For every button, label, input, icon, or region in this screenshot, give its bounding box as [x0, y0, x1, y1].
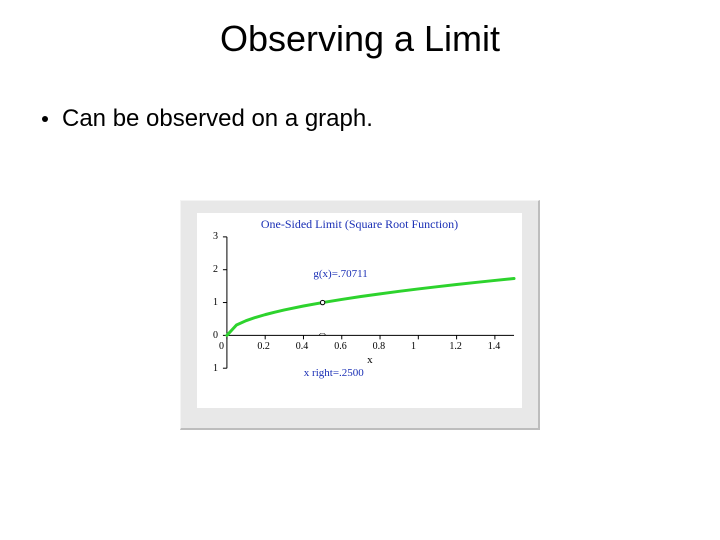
bullet-item: Can be observed on a graph.	[42, 105, 373, 133]
x-axis-label: x	[367, 354, 373, 366]
x-tick-label: 0	[219, 341, 224, 352]
y-tick-label: 1	[213, 363, 218, 374]
page-title: Observing a Limit	[0, 18, 720, 60]
y-tick-label: 1	[213, 297, 218, 308]
x-tick-label: 1.4	[488, 341, 501, 352]
limit-marker-icon: ⇔	[317, 328, 328, 340]
bullet-dot-icon	[42, 116, 48, 122]
x-tick-label: 1	[411, 341, 416, 352]
y-tick-label: 3	[213, 231, 218, 242]
y-tick-label: 2	[213, 264, 218, 275]
x-tick-label: 0.6	[334, 341, 347, 352]
chart-title: One-Sided Limit (Square Root Function)	[197, 217, 522, 232]
bullet-text: Can be observed on a graph.	[62, 105, 373, 133]
y-tick-label: 0	[213, 330, 218, 341]
chart-panel: One-Sided Limit (Square Root Function) 0…	[180, 200, 540, 430]
x-tick-label: 1.2	[449, 341, 462, 352]
x-tick-label: 0.4	[296, 341, 309, 352]
x-right-label: x right=.2500	[304, 367, 364, 379]
slide: Observing a Limit Can be observed on a g…	[0, 0, 720, 540]
gx-value-label: g(x)=.70711	[313, 268, 367, 280]
chart-inner: One-Sided Limit (Square Root Function) 0…	[197, 213, 522, 408]
x-tick-label: 0.8	[373, 341, 386, 352]
x-tick-label: 0.2	[257, 341, 270, 352]
